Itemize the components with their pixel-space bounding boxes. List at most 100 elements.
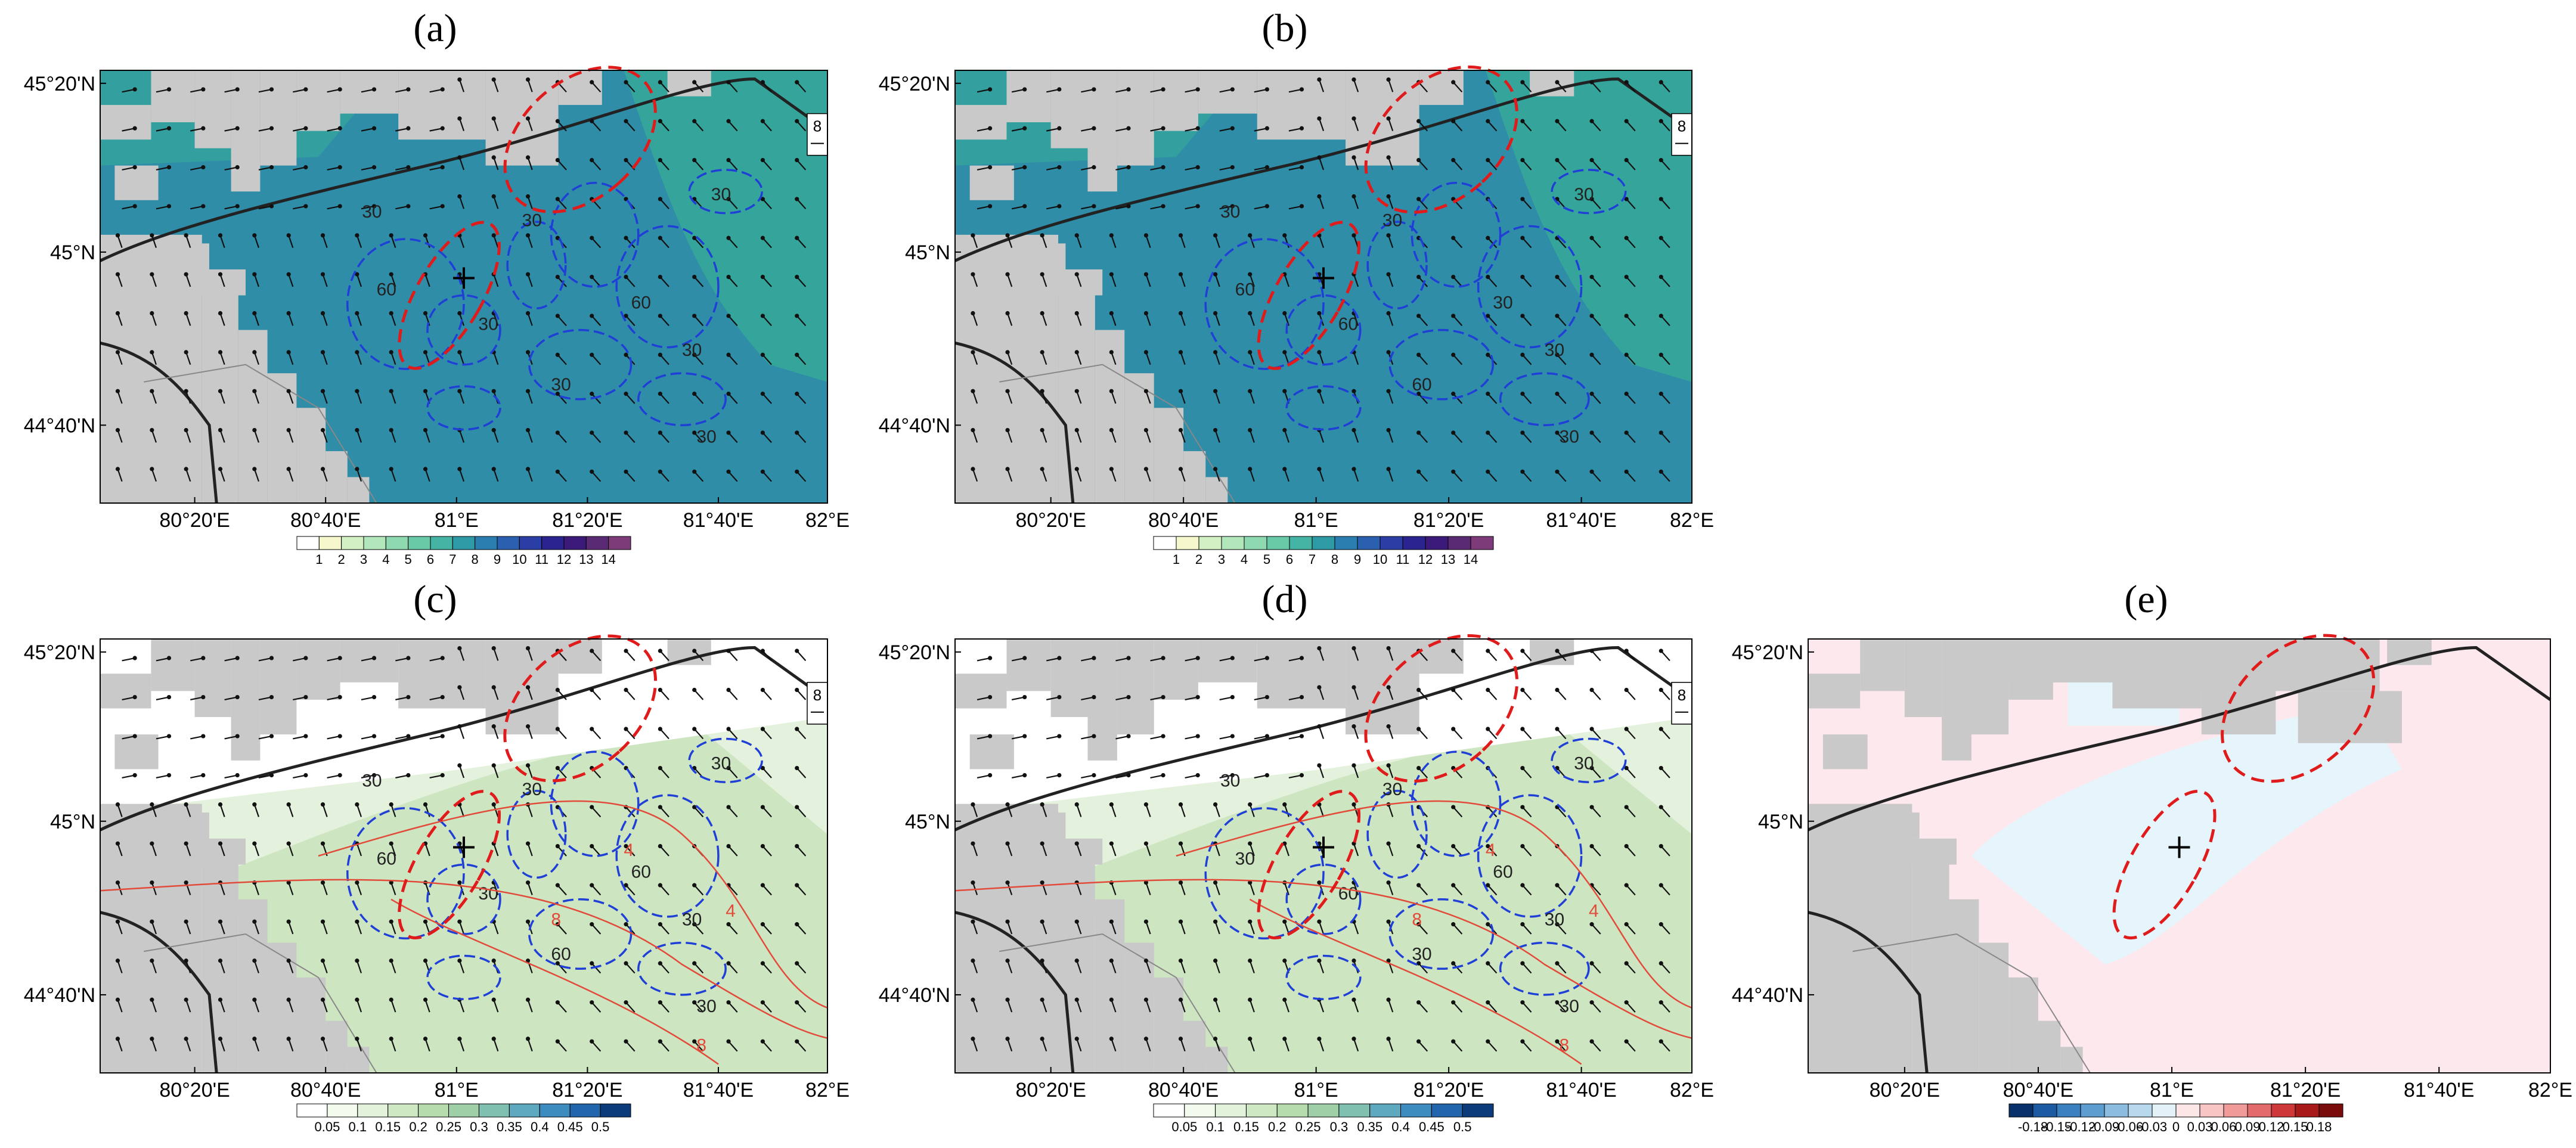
wind-arrow-head <box>1178 467 1183 471</box>
wind-arrow <box>1180 235 1186 249</box>
wind-arrow-head <box>658 392 662 396</box>
wind-arrow <box>288 352 294 365</box>
wind-arrow-head <box>1282 467 1287 471</box>
wind-arrow-head <box>252 311 257 316</box>
wind-arrow <box>151 274 157 287</box>
wind-arrow <box>1076 274 1082 287</box>
wind-arrow-head <box>624 392 628 396</box>
wind-arrow-head <box>1213 311 1218 316</box>
wind-arrow <box>1318 79 1325 92</box>
wind-arrow-head <box>337 204 342 209</box>
wind-arrow <box>1487 432 1498 443</box>
wind-arrow <box>253 468 260 482</box>
wind-arrow <box>361 128 374 132</box>
wind-arrow-head <box>132 87 137 92</box>
dashed-contour <box>426 385 501 431</box>
wind-arrow-head <box>1264 204 1269 209</box>
wind-arrow-head <box>457 155 462 160</box>
wind-arrow-head <box>423 311 428 316</box>
wind-arrow-head <box>303 204 308 209</box>
wind-arrow-head <box>1317 311 1322 316</box>
wind-arrow <box>1145 468 1151 482</box>
wind-arrow-head <box>440 87 445 92</box>
wind-arrow-head <box>1624 314 1629 318</box>
wind-arrow-head <box>658 119 662 123</box>
wind-arrow-head <box>1589 157 1594 163</box>
wind-arrow <box>659 432 669 443</box>
wind-arrow-head <box>692 469 697 474</box>
wind-arrow <box>493 235 499 249</box>
wind-arrow <box>322 274 328 287</box>
wind-arrow-head <box>795 157 799 163</box>
wind-arrow <box>117 430 123 443</box>
wind-arrow-head <box>406 165 411 170</box>
wind-arrow-head <box>1589 119 1594 123</box>
wind-arrow-head <box>1416 274 1421 280</box>
wind-arrow-head <box>692 314 697 318</box>
wind-arrow <box>1557 393 1567 404</box>
wind-arrow <box>219 390 225 404</box>
wind-arrow-head <box>457 194 462 199</box>
wind-arrow <box>293 166 306 171</box>
wind-arrow-head <box>590 80 594 85</box>
wind-arrow <box>1418 315 1428 327</box>
masked-cell <box>2008 977 2038 1073</box>
wind-arrow <box>1041 390 1047 404</box>
wind-arrow <box>728 159 738 170</box>
colorbar-label: 14 <box>601 552 615 567</box>
wind-arrow-head <box>1451 392 1456 396</box>
wind-arrow-head <box>1589 314 1594 318</box>
wind-arrow <box>322 235 328 249</box>
contours <box>1204 169 1627 431</box>
wind-arrow-head <box>457 350 462 355</box>
wind-arrow-head <box>115 467 120 471</box>
wind-arrow-head <box>1624 274 1629 280</box>
wind-arrow <box>693 159 704 170</box>
wind-arrow-head <box>355 350 359 355</box>
dashed-contour <box>1285 385 1362 431</box>
wind-arrow <box>728 120 738 132</box>
wind-arrow-head <box>971 233 975 238</box>
colorbar-label: 10 <box>1373 552 1387 567</box>
lon-tick-label: 80°20'E <box>1870 1079 1940 1102</box>
wind-arrow-head <box>555 119 560 123</box>
wind-arrow <box>1007 274 1013 287</box>
masked-cell <box>1154 408 1184 503</box>
wind-arrow-head <box>1143 427 1149 433</box>
wind-arrow-head <box>590 119 594 123</box>
wind-arrow-head <box>1161 87 1165 92</box>
wind-arrow <box>1522 159 1532 170</box>
wind-arrow <box>322 430 328 443</box>
wind-arrow <box>1452 82 1463 93</box>
wind-arrow <box>1522 120 1532 132</box>
wind-arrow <box>1318 157 1325 170</box>
wind-arrow <box>258 128 272 132</box>
wind-arrow <box>557 393 567 404</box>
wind-arrow <box>762 432 772 443</box>
wind-arrow <box>458 196 465 209</box>
wind-arrow-head <box>269 165 274 170</box>
contour-label: 60 <box>1338 315 1358 334</box>
wind-arrow <box>625 393 636 404</box>
wind-arrow <box>1249 390 1255 404</box>
wind-arrow <box>156 166 169 171</box>
wind-arrow-head <box>286 427 291 433</box>
wind-arrow-head <box>1486 80 1490 85</box>
masked-cell <box>485 70 559 166</box>
colorbar-swatch <box>2008 1103 2033 1118</box>
wind-arrow-head <box>1416 119 1421 123</box>
wind-arrow-head <box>184 350 188 355</box>
wind-arrow <box>557 276 567 287</box>
masked-cell <box>296 408 326 503</box>
wind-arrow <box>659 82 669 93</box>
wind-arrow <box>1660 315 1670 327</box>
wind-arrow <box>557 315 567 327</box>
dashed-contour <box>1388 328 1495 401</box>
wind-arrow-head <box>658 157 662 163</box>
wind-arrow <box>796 393 807 404</box>
wind-arrow-head <box>201 126 206 131</box>
wind-arrow <box>1660 82 1670 93</box>
wind-arrow-head <box>1351 389 1356 393</box>
wind-arrow <box>1487 276 1498 287</box>
wind-arrow-head <box>1486 235 1490 240</box>
